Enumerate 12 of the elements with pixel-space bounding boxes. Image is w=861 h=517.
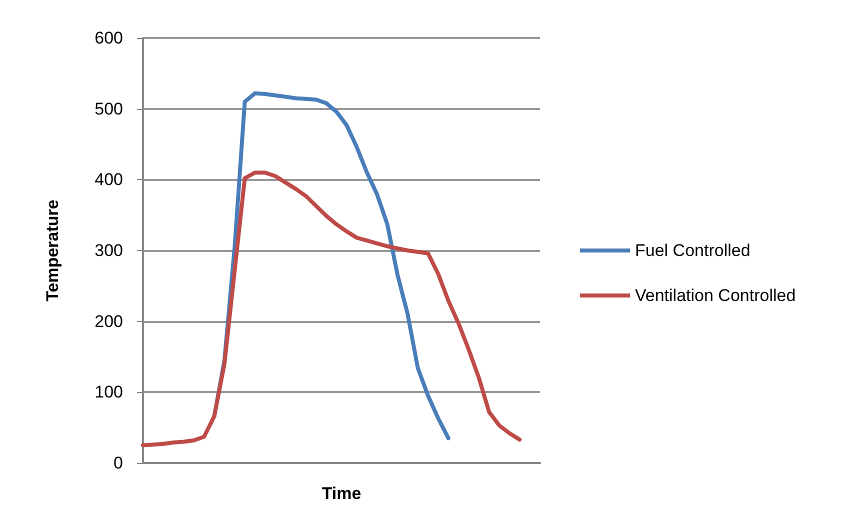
y-tick-label: 500	[94, 99, 123, 118]
legend-label: Fuel Controlled	[635, 241, 750, 260]
y-tick-label: 0	[114, 454, 123, 472]
y-tick-label: 400	[94, 170, 123, 190]
line-series	[141, 170, 522, 448]
y-tick-label: 600	[94, 28, 123, 48]
y-tick-label: 100	[94, 382, 123, 402]
y-tick-label: 300	[94, 241, 123, 260]
x-axis-title: Time	[322, 484, 362, 503]
y-tick-label: 200	[94, 312, 123, 331]
y-axis-title: Temperature	[43, 200, 62, 302]
legend-label: Ventilation Controlled	[635, 286, 796, 305]
